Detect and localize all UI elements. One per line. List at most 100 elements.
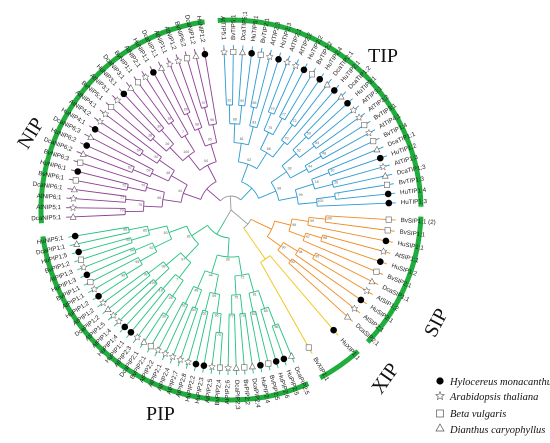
bootstrap-value: 18 (315, 180, 319, 184)
branch-arc (238, 161, 258, 170)
root-branch (230, 209, 249, 225)
branch-arc (166, 143, 174, 152)
branch (66, 214, 126, 218)
branch (161, 129, 174, 145)
leaf-label: BvSIP1;1 (399, 229, 426, 239)
leaf-label: BvTIP5;1 (230, 14, 237, 40)
branch (234, 275, 237, 295)
branch (273, 59, 299, 115)
branch (188, 155, 201, 171)
branch-arc (126, 184, 129, 191)
bootstrap-value: 79 (120, 209, 124, 213)
branch (312, 258, 373, 295)
branch (168, 225, 187, 233)
branch (240, 188, 253, 201)
branch (288, 230, 305, 238)
black-dot-icon (384, 190, 392, 198)
branch-arc (327, 169, 331, 176)
branch (102, 275, 151, 315)
branch-arc (248, 290, 259, 294)
bootstrap-value: 44 (308, 164, 312, 168)
branch (84, 133, 154, 171)
branch-arc (217, 254, 239, 258)
bootstrap-value: 62 (202, 311, 206, 315)
branch-arc (281, 165, 291, 179)
triangle-icon (337, 92, 345, 100)
bootstrap-value: 100 (326, 216, 332, 220)
branch (66, 197, 126, 203)
bootstrap-value: 66 (215, 314, 219, 318)
branch (204, 292, 211, 312)
bootstrap-value: 98 (162, 264, 166, 268)
branch-arc (263, 129, 274, 136)
branch (99, 109, 162, 158)
star-icon (174, 56, 183, 65)
triangle-icon (239, 48, 246, 56)
branch (203, 47, 218, 124)
bootstrap-value: 96 (292, 223, 296, 227)
branch (151, 172, 169, 182)
bootstrap-value: 85 (252, 101, 256, 105)
square-icon (135, 79, 141, 86)
black-dot-icon (316, 75, 324, 83)
black-dot-icon (280, 355, 288, 363)
leaf-label: AtPIP2;6 (224, 379, 231, 404)
branch-arc (209, 123, 217, 126)
branch (178, 262, 192, 278)
leaf-label: BvTIP1;3 (398, 175, 425, 186)
triangle-icon (248, 362, 256, 370)
square-icon (108, 104, 115, 111)
branch (107, 279, 154, 321)
bootstrap-value: 38 (287, 167, 291, 171)
branch-arc (161, 192, 165, 208)
branch (134, 242, 153, 251)
leaf-label: HuPIP2;4 (259, 376, 271, 404)
branch-arc (294, 189, 299, 205)
branch (232, 45, 234, 106)
bootstrap-value: 72 (122, 183, 126, 187)
star-icon (165, 60, 174, 68)
star-icon (95, 117, 105, 126)
branch-arc (324, 215, 327, 223)
bootstrap-value: 90 (282, 245, 286, 249)
black-dot-icon (150, 69, 157, 76)
branch (169, 306, 194, 364)
branch (227, 237, 230, 257)
branch (161, 304, 189, 361)
branch (267, 55, 291, 113)
black-dot-icon (344, 99, 351, 107)
branch (267, 307, 276, 326)
root-branch (229, 195, 232, 211)
square-icon (230, 49, 237, 55)
square-icon (184, 55, 191, 62)
triangle-icon (232, 364, 240, 371)
leaf-label: HuNIP1;2 (195, 15, 206, 43)
branch (73, 160, 148, 185)
branch-arc (180, 252, 192, 263)
branch (191, 224, 208, 237)
branch (97, 270, 148, 308)
branch-arc (156, 156, 162, 164)
branch (248, 126, 254, 145)
branch (325, 221, 395, 232)
leaf-label: DcaNIP5;1 (31, 214, 62, 222)
bootstrap-value: 92 (227, 99, 231, 103)
branch-arc (281, 139, 288, 146)
bootstrap-value: 72 (293, 119, 297, 123)
square-icon (241, 364, 248, 371)
black-dot-icon (436, 377, 444, 385)
bootstrap-value: 48 (166, 171, 170, 175)
arc-pip (40, 236, 310, 403)
bootstrap-value: 7 (176, 277, 178, 281)
square-icon (265, 360, 272, 367)
bootstrap-value: 81 (240, 137, 244, 141)
bootstrap-value: 18 (167, 117, 171, 121)
branch-arc (153, 279, 158, 284)
branch (260, 261, 313, 354)
bootstrap-value: 97 (202, 101, 206, 105)
branch (239, 313, 246, 375)
branch (223, 45, 227, 106)
bootstrap-value: 96 (121, 273, 125, 277)
star-icon (168, 352, 177, 361)
star-icon (161, 349, 170, 358)
